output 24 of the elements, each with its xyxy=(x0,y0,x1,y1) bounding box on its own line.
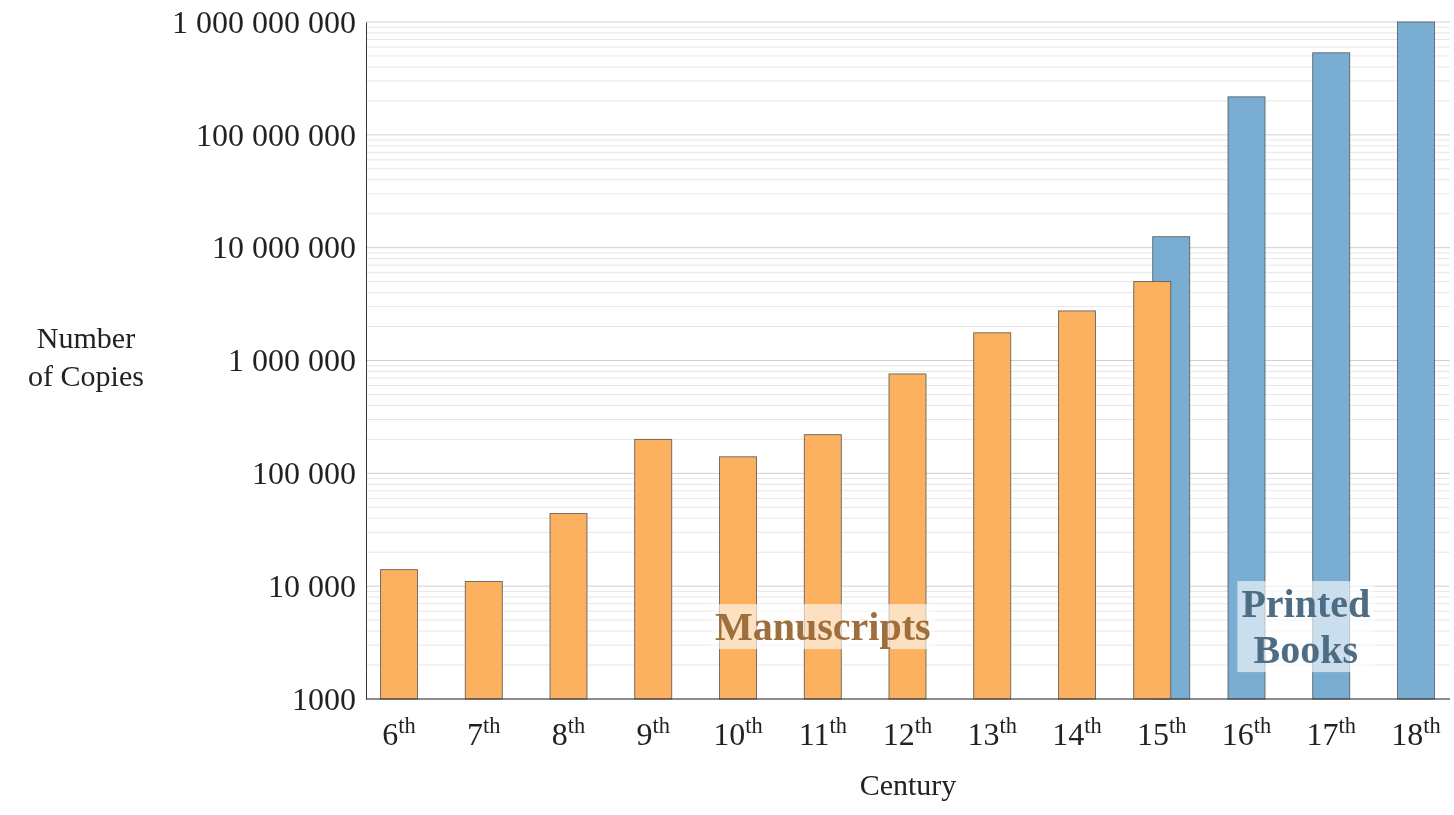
y-tick-label: 1000 xyxy=(292,680,356,717)
x-tick-label: 10$^{th}$ xyxy=(713,712,763,752)
x-tick-label: 6$^{th}$ xyxy=(382,712,416,752)
x-axis-title: Century xyxy=(859,768,957,801)
series-label: Printed Books xyxy=(1241,581,1371,673)
y-tick-label: 1 000 000 xyxy=(228,342,356,379)
x-tick-label: 13$^{th}$ xyxy=(967,712,1017,752)
y-tick-label: 100 000 xyxy=(252,455,356,492)
y-tick-label: 10 000 xyxy=(268,567,356,604)
y-axis-title: Number of Copies xyxy=(28,321,144,392)
y-tick-label: 10 000 000 xyxy=(212,229,356,266)
x-tick-label: 14$^{th}$ xyxy=(1052,712,1102,752)
y-tick-label: 100 000 000 xyxy=(196,116,356,153)
x-tick-label: 7$^{th}$ xyxy=(467,712,501,752)
x-tick-label: 11$^{th}$ xyxy=(798,712,847,752)
x-tick-label: 18$^{th}$ xyxy=(1391,712,1441,752)
y-tick-label: 1 000 000 000 xyxy=(172,3,356,40)
x-tick-label: 16$^{th}$ xyxy=(1221,712,1272,752)
x-tick-label: 15$^{th}$ xyxy=(1137,712,1187,752)
series-label: Manuscripts xyxy=(714,604,931,650)
x-tick-label: 9$^{th}$ xyxy=(636,712,670,752)
x-tick-label: 12$^{th}$ xyxy=(882,712,933,752)
x-tick-label: 8$^{th}$ xyxy=(551,712,586,752)
x-tick-label: 17$^{th}$ xyxy=(1306,712,1356,752)
